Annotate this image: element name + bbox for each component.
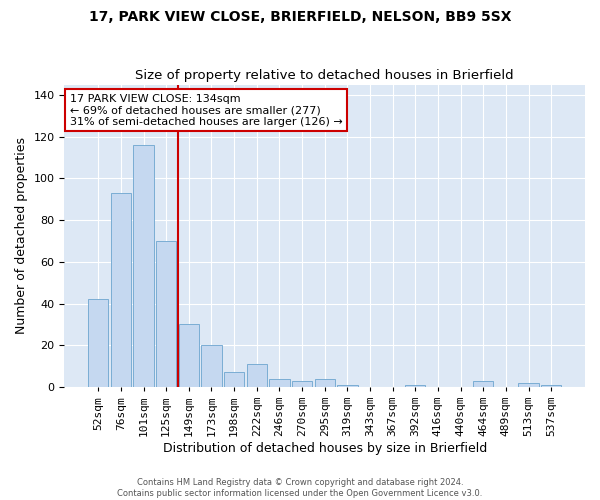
Bar [179, 324, 199, 387]
Bar [314, 378, 335, 387]
Bar [518, 382, 539, 387]
Bar [247, 364, 267, 387]
Bar [156, 241, 176, 387]
Bar [405, 385, 425, 387]
Bar [88, 300, 109, 387]
Bar [224, 372, 244, 387]
X-axis label: Distribution of detached houses by size in Brierfield: Distribution of detached houses by size … [163, 442, 487, 455]
Bar [111, 193, 131, 387]
Title: Size of property relative to detached houses in Brierfield: Size of property relative to detached ho… [136, 69, 514, 82]
Text: Contains HM Land Registry data © Crown copyright and database right 2024.
Contai: Contains HM Land Registry data © Crown c… [118, 478, 482, 498]
Bar [269, 378, 290, 387]
Bar [133, 145, 154, 387]
Y-axis label: Number of detached properties: Number of detached properties [15, 137, 28, 334]
Text: 17 PARK VIEW CLOSE: 134sqm
← 69% of detached houses are smaller (277)
31% of sem: 17 PARK VIEW CLOSE: 134sqm ← 69% of deta… [70, 94, 343, 127]
Bar [337, 385, 358, 387]
Bar [541, 385, 562, 387]
Text: 17, PARK VIEW CLOSE, BRIERFIELD, NELSON, BB9 5SX: 17, PARK VIEW CLOSE, BRIERFIELD, NELSON,… [89, 10, 511, 24]
Bar [473, 380, 493, 387]
Bar [292, 380, 312, 387]
Bar [201, 345, 221, 387]
